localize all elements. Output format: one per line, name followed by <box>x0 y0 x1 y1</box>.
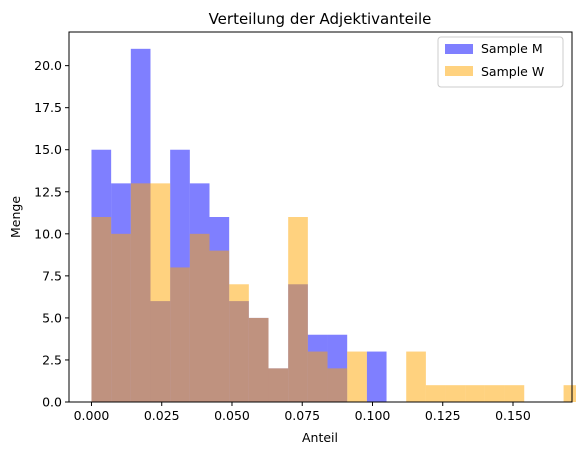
histogram-bar-series-1-bin-21 <box>504 385 525 402</box>
y-tick-label: 10.0 <box>34 226 62 241</box>
y-tick-label: 12.5 <box>34 184 62 199</box>
histogram-bar-series-0-bin-14 <box>366 351 387 402</box>
x-axis: 0.000 0.025 0.050 0.075 0.100 0.125 0.150 <box>74 402 531 423</box>
x-tick-label: 0.150 <box>495 408 531 423</box>
histogram-bar-series-1-bin-18 <box>445 385 466 402</box>
x-axis-label: Anteil <box>302 430 338 445</box>
histogram-bar-series-1-bin-2 <box>130 183 151 402</box>
y-tick-label: 2.5 <box>42 352 62 367</box>
histogram-bar-series-1-bin-1 <box>111 233 131 402</box>
histogram-bar-series-1-bin-11 <box>307 351 328 402</box>
histogram-bar-series-1-bin-20 <box>484 385 505 402</box>
histogram-bar-series-1-bin-7 <box>229 284 249 402</box>
y-axis-label: Menge <box>8 196 23 238</box>
y-tick-label: 7.5 <box>42 268 62 283</box>
x-tick-label: 0.050 <box>214 408 250 423</box>
histogram-bar-series-1-bin-6 <box>209 250 230 402</box>
y-tick-label: 15.0 <box>34 142 62 157</box>
histogram-bar-series-1-bin-5 <box>189 233 210 402</box>
legend-label-sample-w: Sample W <box>481 64 544 79</box>
histogram-bar-series-1-bin-12 <box>327 368 348 402</box>
histogram-bar-series-1-bin-4 <box>170 267 190 402</box>
y-axis: 0.0 2.5 5.0 7.5 10.0 12.5 15.0 17.5 20.0 <box>34 58 69 410</box>
histogram-bar-series-1-bin-0 <box>91 217 112 402</box>
x-tick-label: 0.000 <box>74 408 110 423</box>
legend-swatch-sample-m <box>445 44 473 54</box>
histogram-bar-series-1-bin-9 <box>268 368 289 402</box>
bars-layer <box>91 48 576 402</box>
legend-label-sample-m: Sample M <box>481 41 543 56</box>
legend: Sample M Sample W <box>437 36 564 88</box>
x-tick-label: 0.025 <box>144 408 180 423</box>
histogram-bar-series-1-bin-10 <box>288 217 308 402</box>
x-tick-label: 0.125 <box>425 408 461 423</box>
histogram-bar-series-1-bin-24 <box>563 385 576 402</box>
legend-swatch-sample-w <box>445 66 473 76</box>
chart-title: Verteilung der Adjektivanteile <box>209 10 432 28</box>
histogram-bar-series-1-bin-13 <box>347 351 367 402</box>
x-tick-label: 0.075 <box>284 408 320 423</box>
y-tick-label: 5.0 <box>42 310 62 325</box>
y-tick-label: 17.5 <box>34 100 62 115</box>
plot-area-frame <box>68 31 573 403</box>
histogram-bar-series-1-bin-19 <box>465 385 485 402</box>
histogram-bar-series-1-bin-8 <box>248 317 269 402</box>
histogram-bar-series-1-bin-17 <box>425 385 446 402</box>
histogram-bar-series-1-bin-3 <box>150 183 171 402</box>
x-tick-label: 0.100 <box>355 408 391 423</box>
y-tick-label: 0.0 <box>42 395 62 410</box>
histogram-bar-series-1-bin-16 <box>406 351 426 402</box>
y-tick-label: 20.0 <box>34 58 62 73</box>
